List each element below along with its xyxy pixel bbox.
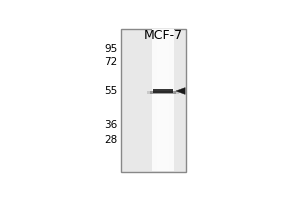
- Bar: [147, 91, 179, 94]
- Text: 28: 28: [104, 135, 118, 145]
- Text: 55: 55: [104, 86, 118, 96]
- Bar: [152, 29, 174, 171]
- Bar: [121, 29, 186, 172]
- Text: MCF-7: MCF-7: [143, 29, 183, 42]
- Text: 72: 72: [104, 57, 118, 67]
- Bar: [153, 89, 173, 93]
- Text: 95: 95: [104, 44, 118, 54]
- Bar: [150, 91, 176, 94]
- Polygon shape: [176, 88, 185, 94]
- Text: 36: 36: [104, 120, 118, 130]
- Bar: [158, 29, 169, 171]
